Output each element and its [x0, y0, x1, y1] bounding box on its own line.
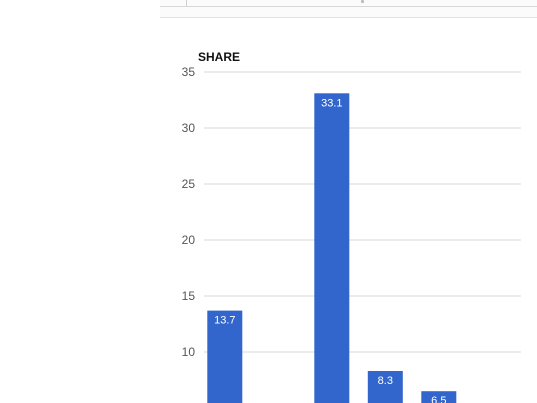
- bar: [367, 371, 403, 403]
- bar-data-label: 8.3: [378, 375, 393, 387]
- bar-data-label: 6.5: [431, 395, 446, 403]
- bar: [314, 93, 350, 403]
- top-toolbar-strip: [160, 0, 537, 18]
- y-axis-ticks: 35 30 25 20 15 10: [182, 65, 196, 359]
- toolbar-tick: [186, 0, 187, 6]
- bar: [207, 310, 243, 403]
- bars: [207, 93, 457, 403]
- y-tick-label: 30: [182, 121, 196, 135]
- y-tick-label: 35: [182, 65, 196, 79]
- bar-data-label: 33.1: [321, 97, 342, 109]
- bar-data-label: 13.7: [214, 315, 235, 327]
- gridlines: [204, 71, 521, 353]
- y-tick-label: 20: [182, 233, 196, 247]
- y-tick-label: 25: [182, 177, 196, 191]
- chart-title: SHARE: [198, 50, 240, 64]
- y-tick-label: 10: [182, 345, 196, 359]
- toolbar-dot: [361, 0, 364, 3]
- toolbar-divider: [160, 6, 537, 7]
- y-tick-label: 15: [182, 289, 196, 303]
- bar: [421, 391, 457, 403]
- bar-labels: 13.7 33.1 8.3 6.5: [214, 97, 446, 403]
